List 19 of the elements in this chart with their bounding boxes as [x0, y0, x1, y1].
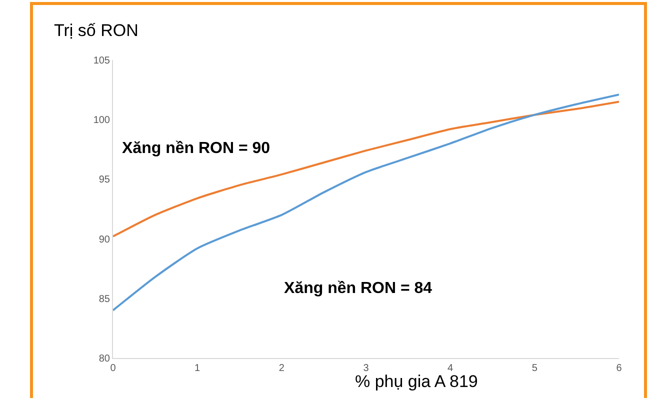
x-tick-label: 4: [448, 363, 454, 374]
x-tick-label: 1: [194, 363, 201, 374]
annotation: Xăng nền RON = 84: [284, 280, 432, 297]
line-series: [113, 94, 619, 312]
x-tick-label: 3: [363, 363, 370, 374]
x-tick-label: 6: [616, 363, 622, 374]
y-tick-label: 100: [93, 115, 110, 126]
line-series: [113, 100, 619, 238]
y-tick-label: 95: [98, 174, 110, 186]
y-tick-label: 90: [98, 234, 110, 246]
y-tick-label: 85: [98, 294, 110, 305]
y-tick-label: 105: [93, 56, 110, 66]
y-axis-title: Trị số RON: [54, 21, 138, 40]
x-tick-label: 0: [110, 363, 116, 374]
x-tick-label: 2: [278, 363, 285, 374]
annotation: Xăng nền RON = 90: [122, 140, 270, 157]
y-tick-label: 80: [98, 354, 110, 364]
x-axis-title: % phụ gia A 819: [355, 372, 478, 391]
x-tick-label: 5: [532, 363, 538, 374]
